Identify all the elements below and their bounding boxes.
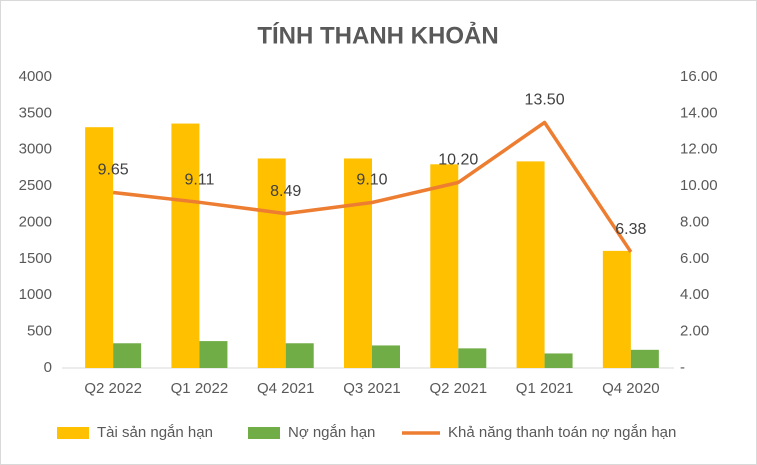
x-tick-label: Q1 2021 [516,380,574,397]
bar [602,250,631,368]
bar [344,158,372,368]
line [112,120,633,253]
x-tick-label: Q2 2021 [430,380,488,397]
bar [285,343,314,368]
data-label: 9.65 [98,162,129,179]
data-label: 10.20 [438,152,478,169]
y2-tick-label: 12.00 [680,141,718,158]
x-tick-label: Q4 2020 [602,380,660,397]
bar [430,164,459,368]
bar [630,349,659,368]
y2-tick-label: - [680,359,685,376]
y-tick-label: 2000 [19,213,52,230]
y2-tick-label: 6.00 [680,250,709,267]
y-tick-label: 4000 [19,68,52,85]
x-tick-label: Q2 2022 [84,380,142,397]
legend-label: Khả năng thanh toán nợ ngắn hạn [448,424,676,441]
data-label: 9.11 [184,172,214,189]
legend-swatch [248,427,280,439]
y-tick-label: 3000 [19,141,52,158]
data-label: 9.10 [356,172,387,189]
bar [257,158,286,368]
bar [544,353,573,368]
chart-title: TÍNH THANH KHOẢN [257,20,498,49]
y2-tick-label: 4.00 [680,286,709,303]
y2-tick-label: 8.00 [680,213,709,230]
y-tick-label: 3500 [19,104,52,121]
legend-label: Nợ ngắn hạn [288,424,375,441]
x-tick-label: Q1 2022 [171,380,229,397]
y-tick-label: 1500 [19,250,52,267]
bar [85,127,114,368]
y-tick-label: 2500 [19,177,52,194]
y-tick-label: 500 [27,323,52,340]
bar [171,123,200,368]
bar [199,341,228,368]
legend-label: Tài sản ngắn hạn [97,424,213,441]
y2-tick-label: 14.00 [680,104,718,121]
bar [372,345,400,368]
y2-tick-label: 16.00 [680,68,718,85]
x-tick-label: Q3 2021 [343,380,401,397]
y2-tick-label: 2.00 [680,323,709,340]
x-tick-label: Q4 2021 [257,380,315,397]
bar [516,161,545,368]
data-label: 8.49 [270,183,301,200]
y-tick-label: 1000 [19,286,52,303]
legend-swatch [57,427,89,439]
bar [113,343,142,368]
data-label: 13.50 [525,92,565,109]
data-label: 6.38 [615,221,646,238]
y-tick-label: 0 [44,359,52,376]
bar [458,348,487,368]
y2-tick-label: 10.00 [680,177,718,194]
